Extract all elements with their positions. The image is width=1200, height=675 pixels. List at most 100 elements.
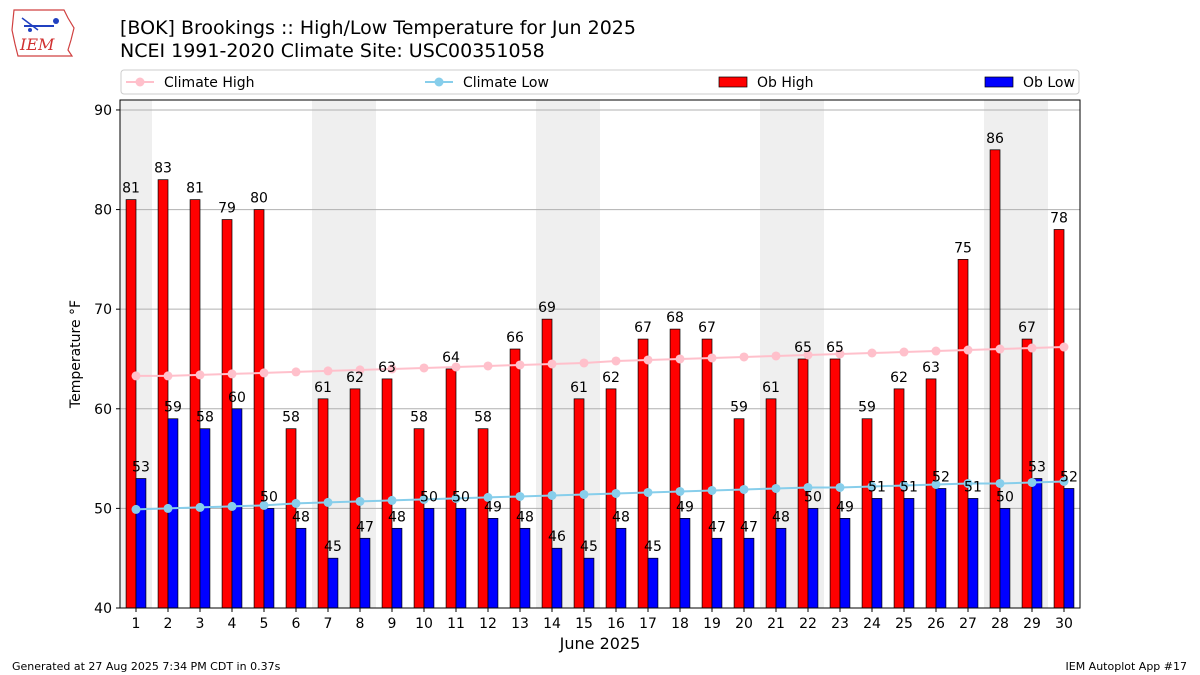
climate-high-point bbox=[867, 348, 877, 358]
climate-low-point bbox=[643, 487, 653, 497]
ob-low-label: 48 bbox=[388, 509, 406, 525]
x-tick-label: 23 bbox=[831, 616, 849, 632]
ob-low-label: 50 bbox=[420, 489, 438, 505]
climate-low-point bbox=[707, 485, 717, 495]
y-tick-label: 90 bbox=[94, 103, 112, 119]
ob-low-bar bbox=[455, 508, 467, 609]
ob-low-label: 49 bbox=[484, 499, 502, 515]
ob-high-label: 67 bbox=[698, 320, 716, 336]
ob-high-bar bbox=[861, 418, 873, 609]
ob-low-label: 58 bbox=[196, 410, 214, 426]
ob-low-bar bbox=[839, 518, 851, 609]
ob-low-label: 51 bbox=[868, 479, 886, 495]
climate-low-point bbox=[387, 495, 397, 505]
x-tick-label: 14 bbox=[543, 616, 561, 632]
x-tick-label: 6 bbox=[292, 616, 301, 632]
x-tick-label: 2 bbox=[164, 616, 173, 632]
app-footer: IEM Autoplot App #17 bbox=[1065, 660, 1188, 673]
x-tick-label: 30 bbox=[1055, 616, 1073, 632]
ob-high-label: 61 bbox=[762, 380, 780, 396]
climate-low-legend-label: Climate Low bbox=[463, 75, 549, 91]
ob-high-bar bbox=[157, 179, 169, 609]
ob-high-bar bbox=[893, 388, 905, 609]
climate-low-point bbox=[1027, 477, 1037, 487]
logo-text: IEM bbox=[19, 35, 55, 54]
ob-low-label: 52 bbox=[932, 469, 950, 485]
climate-high-point bbox=[963, 345, 973, 355]
ob-high-label: 75 bbox=[954, 240, 972, 256]
climate-high-point bbox=[643, 355, 653, 365]
x-tick-label: 28 bbox=[991, 616, 1009, 632]
ob-low-legend-label: Ob Low bbox=[1023, 75, 1075, 91]
ob-high-bar bbox=[733, 418, 745, 609]
ob-high-label: 69 bbox=[538, 300, 556, 316]
ob-low-bar bbox=[807, 508, 819, 609]
climate-high-legend-label: Climate High bbox=[164, 75, 255, 91]
ob-low-bar bbox=[519, 527, 531, 609]
climate-low-point bbox=[739, 484, 749, 494]
x-tick-label: 18 bbox=[671, 616, 689, 632]
climate-low-line bbox=[135, 480, 1065, 511]
climate-low-point bbox=[675, 486, 685, 496]
ob-high-bar bbox=[221, 219, 233, 609]
ob-low-label: 49 bbox=[836, 499, 854, 515]
x-tick-label: 27 bbox=[959, 616, 977, 632]
climate-low-point bbox=[931, 479, 941, 489]
x-tick-label: 24 bbox=[863, 616, 881, 632]
climate-low-point bbox=[899, 480, 909, 490]
climate-high-point bbox=[995, 344, 1005, 354]
ob-low-label: 50 bbox=[260, 489, 278, 505]
ob-high-label: 80 bbox=[250, 191, 268, 207]
ob-high-label: 83 bbox=[154, 161, 172, 177]
ob-low-bar bbox=[743, 537, 755, 609]
climate-high-point bbox=[899, 347, 909, 357]
iem-logo: IEM bbox=[11, 9, 75, 57]
climate-low-point bbox=[1059, 476, 1069, 486]
climate-high-point bbox=[835, 349, 845, 359]
ob-low-bar bbox=[199, 428, 211, 609]
ob-low-label: 49 bbox=[676, 499, 694, 515]
y-tick-label: 50 bbox=[94, 501, 112, 517]
ob-high-label: 66 bbox=[506, 330, 524, 346]
climate-high-point bbox=[451, 362, 461, 372]
climate-low-point bbox=[547, 490, 557, 500]
x-tick-label: 7 bbox=[324, 616, 333, 632]
ob-high-label: 61 bbox=[570, 380, 588, 396]
climate-high-point bbox=[931, 346, 941, 356]
y-tick-label: 70 bbox=[94, 302, 112, 318]
generated-footer: Generated at 27 Aug 2025 7:34 PM CDT in … bbox=[12, 660, 281, 673]
ob-high-bar bbox=[605, 388, 617, 609]
climate-high-point bbox=[1027, 343, 1037, 353]
x-tick-label: 9 bbox=[388, 616, 397, 632]
ob-high-bar bbox=[669, 328, 681, 609]
ob-low-label: 45 bbox=[644, 539, 662, 555]
ob-low-label: 47 bbox=[740, 519, 758, 535]
legend-box bbox=[120, 69, 1080, 95]
ob-low-bar bbox=[583, 557, 595, 609]
ob-low-bar bbox=[647, 557, 659, 609]
ob-high-label: 59 bbox=[730, 400, 748, 416]
ob-high-label: 67 bbox=[634, 320, 652, 336]
ob-low-label: 53 bbox=[1028, 460, 1046, 476]
ob-low-label: 48 bbox=[516, 509, 534, 525]
ob-low-bar bbox=[903, 498, 915, 609]
climate-high-point bbox=[579, 358, 589, 368]
climate-low-point bbox=[995, 478, 1005, 488]
ob-high-bar bbox=[125, 199, 137, 609]
climate-low-point bbox=[867, 481, 877, 491]
climate-low-point bbox=[259, 500, 269, 510]
climate-high-point bbox=[675, 354, 685, 364]
ob-high-label: 78 bbox=[1050, 210, 1068, 226]
ob-low-label: 48 bbox=[772, 509, 790, 525]
ob-low-bar bbox=[775, 527, 787, 609]
climate-high-point bbox=[163, 371, 173, 381]
ob-low-label: 45 bbox=[580, 539, 598, 555]
y-tick-label: 60 bbox=[94, 402, 112, 418]
ob-low-label: 59 bbox=[164, 400, 182, 416]
ob-low-label: 53 bbox=[132, 460, 150, 476]
ob-high-label: 62 bbox=[602, 370, 620, 386]
ob-high-bar bbox=[573, 398, 585, 609]
climate-low-point bbox=[355, 496, 365, 506]
climate-low-marker bbox=[434, 77, 444, 87]
